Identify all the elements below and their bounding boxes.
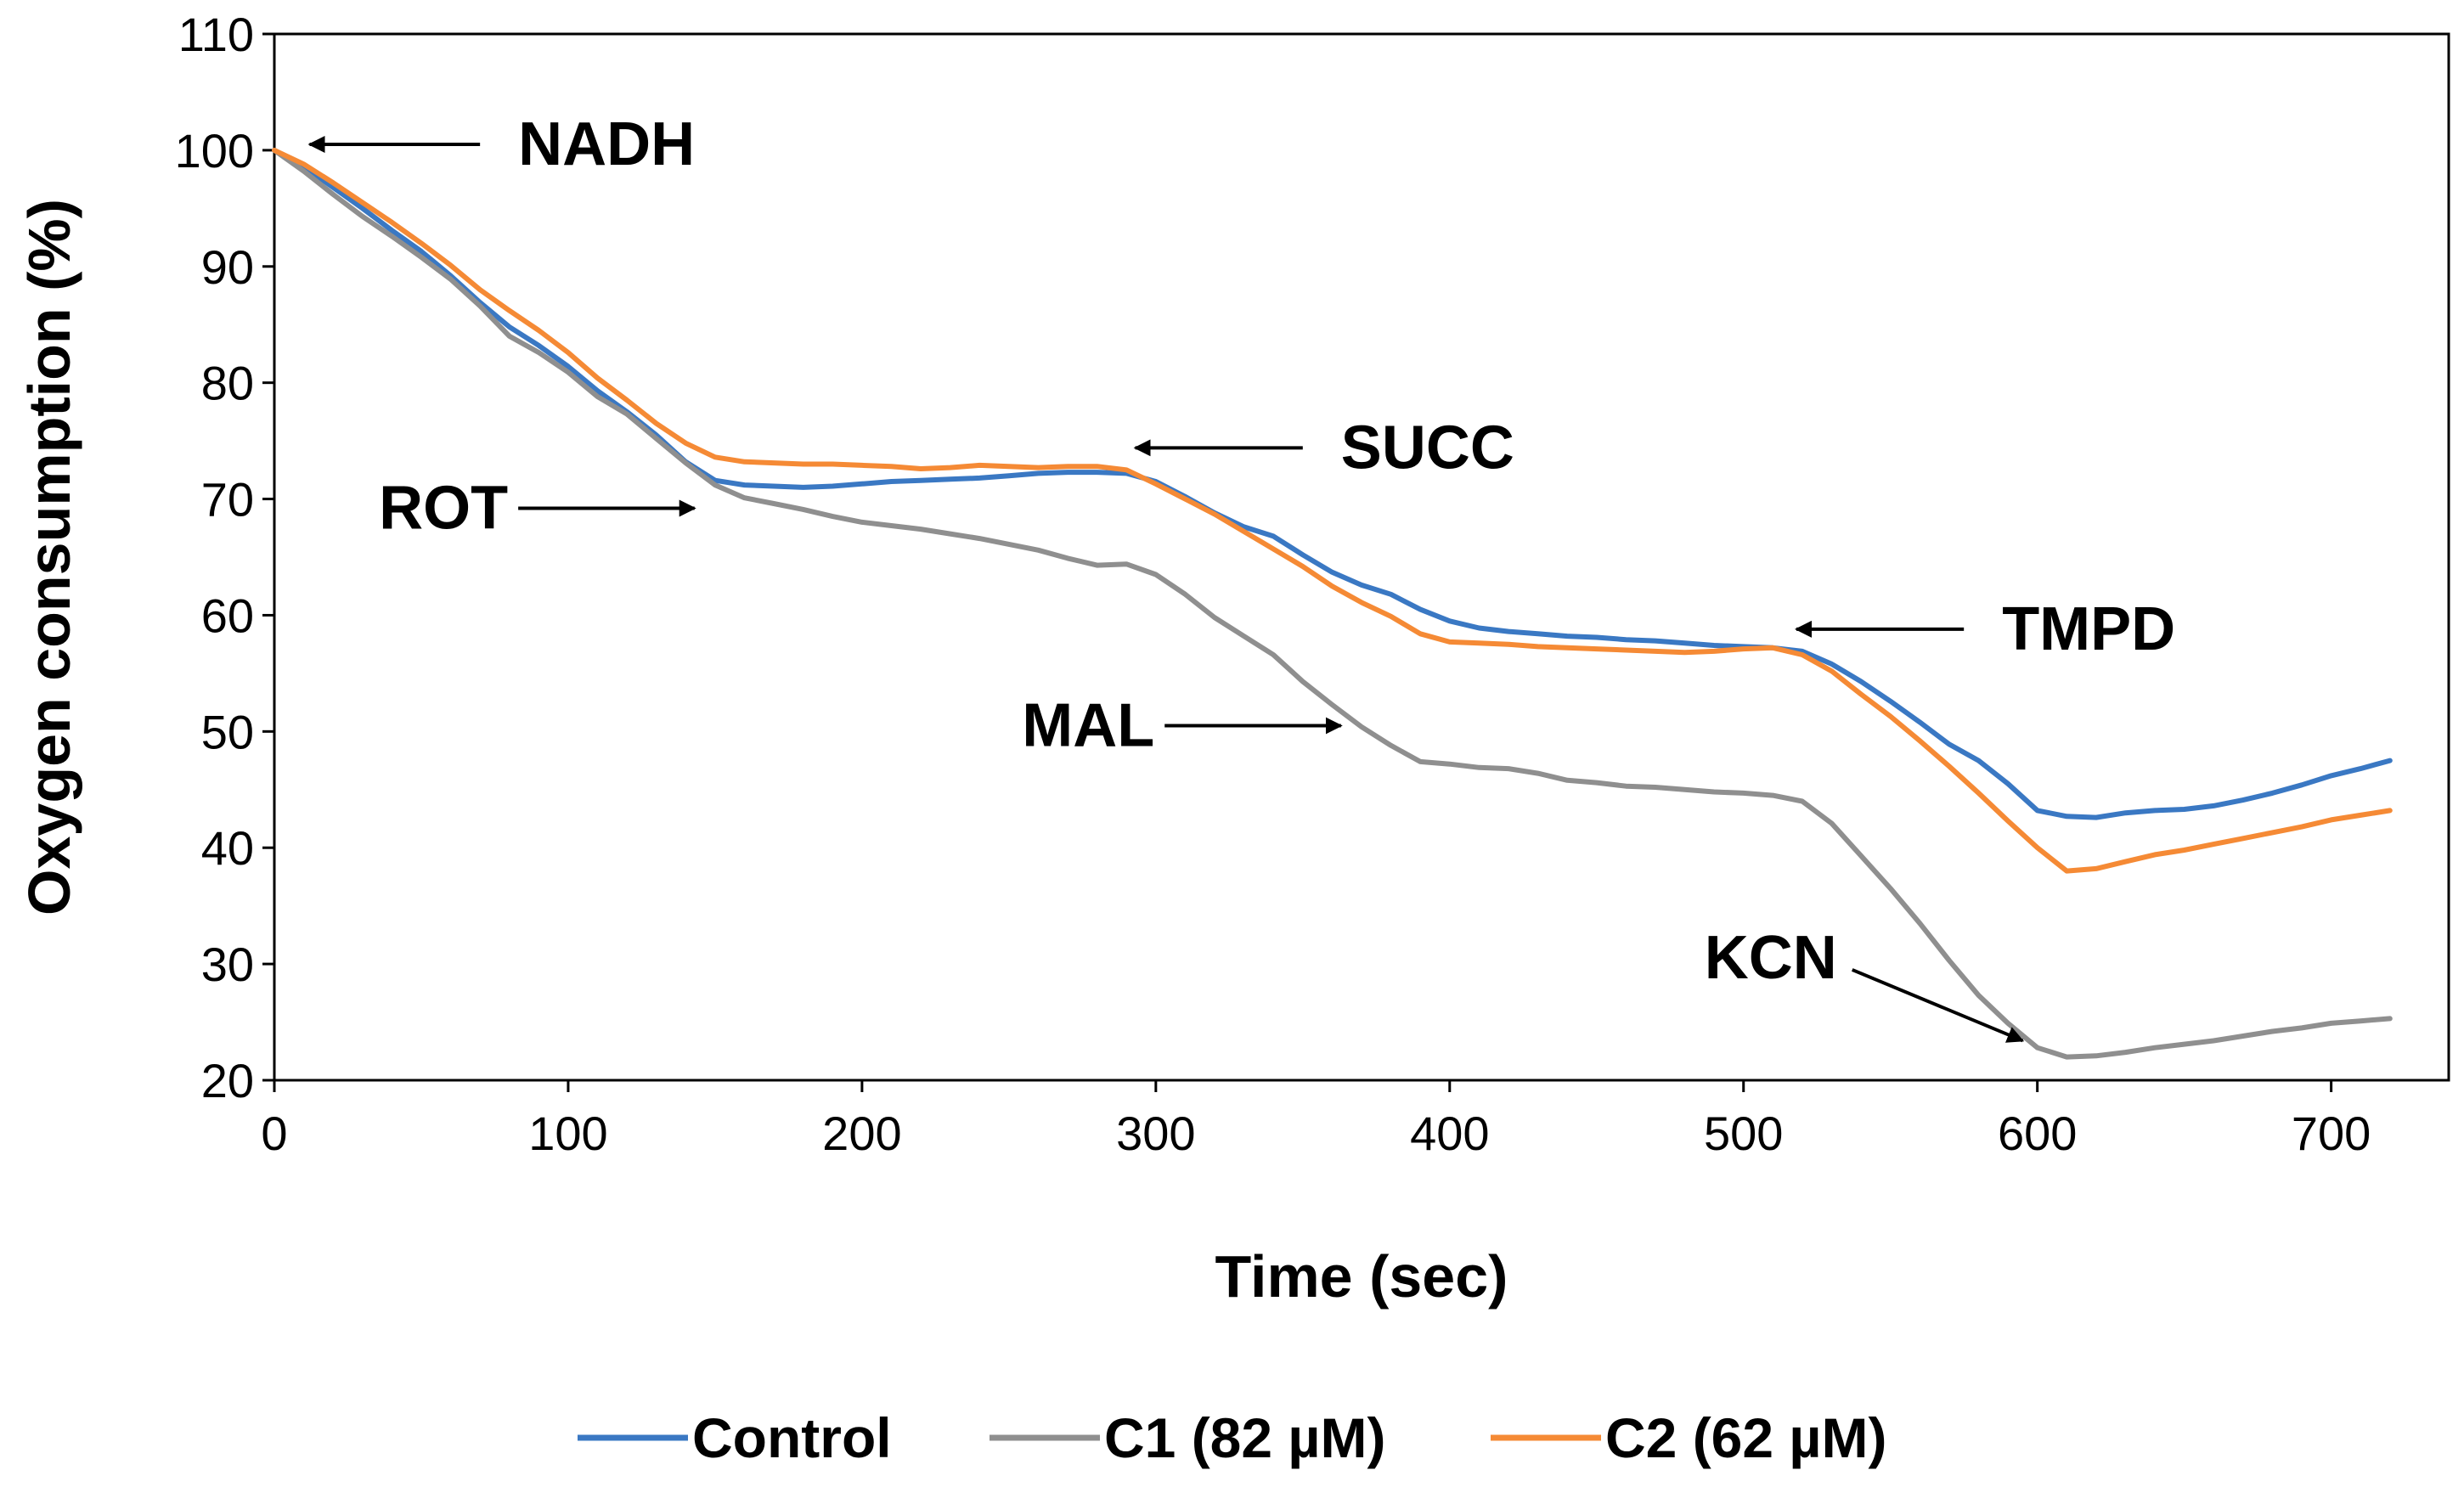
x-axis-title: Time (sec) — [1215, 1243, 1508, 1310]
x-tick-label: 100 — [528, 1107, 607, 1160]
series-lines — [272, 147, 2393, 1060]
y-tick-label: 80 — [201, 357, 254, 410]
y-tick-label: 30 — [201, 938, 254, 991]
annotation-label: TMPD — [2002, 595, 2175, 663]
annotation-label: ROT — [379, 475, 508, 543]
y-tick-label: 100 — [175, 124, 254, 177]
y-tick-label: 70 — [201, 473, 254, 527]
x-tick-label: 600 — [1998, 1107, 2077, 1160]
legend-label-2: C1 (82 µM) — [1104, 1406, 1385, 1469]
y-tick-label: 110 — [178, 8, 254, 61]
y-axis-title: Oxygen consumption (%) — [16, 199, 82, 915]
x-axis-ticks: 0 100 200 300 400 500 600 700 — [261, 1080, 2371, 1160]
series-line-1 — [272, 147, 2393, 820]
y-axis-ticks: 20 30 40 50 60 70 80 90 100 110 — [175, 8, 274, 1107]
x-tick-label: 0 — [261, 1107, 287, 1160]
x-tick-label: 700 — [2292, 1107, 2371, 1160]
series-line-2 — [272, 147, 2393, 1060]
y-tick-label: 20 — [201, 1054, 254, 1107]
annotations: NADH ROT SUCC MAL TMPD KCN — [307, 110, 2175, 1043]
y-tick-label: 60 — [201, 589, 254, 642]
annotation-label: SUCC — [1341, 414, 1514, 482]
legend: Control C1 (82 µM) C2 (62 µM) — [578, 1406, 1886, 1469]
y-tick-label: 90 — [201, 240, 254, 294]
y-tick-label: 50 — [201, 705, 254, 758]
plot-area-frame — [273, 32, 2450, 1082]
x-tick-label: 500 — [1704, 1107, 1783, 1160]
annotation-label: KCN — [1705, 924, 1837, 992]
x-tick-label: 200 — [822, 1107, 901, 1160]
x-tick-label: 400 — [1410, 1107, 1489, 1160]
legend-label-1: Control — [692, 1406, 892, 1469]
annotation-arrow — [1851, 968, 2025, 1043]
x-tick-label: 300 — [1116, 1107, 1195, 1160]
annotation-label: MAL — [1022, 691, 1154, 759]
series-line-3 — [272, 147, 2393, 874]
legend-label-3: C2 (62 µM) — [1605, 1406, 1886, 1469]
annotation-label: NADH — [518, 110, 695, 178]
y-tick-label: 40 — [201, 821, 254, 875]
